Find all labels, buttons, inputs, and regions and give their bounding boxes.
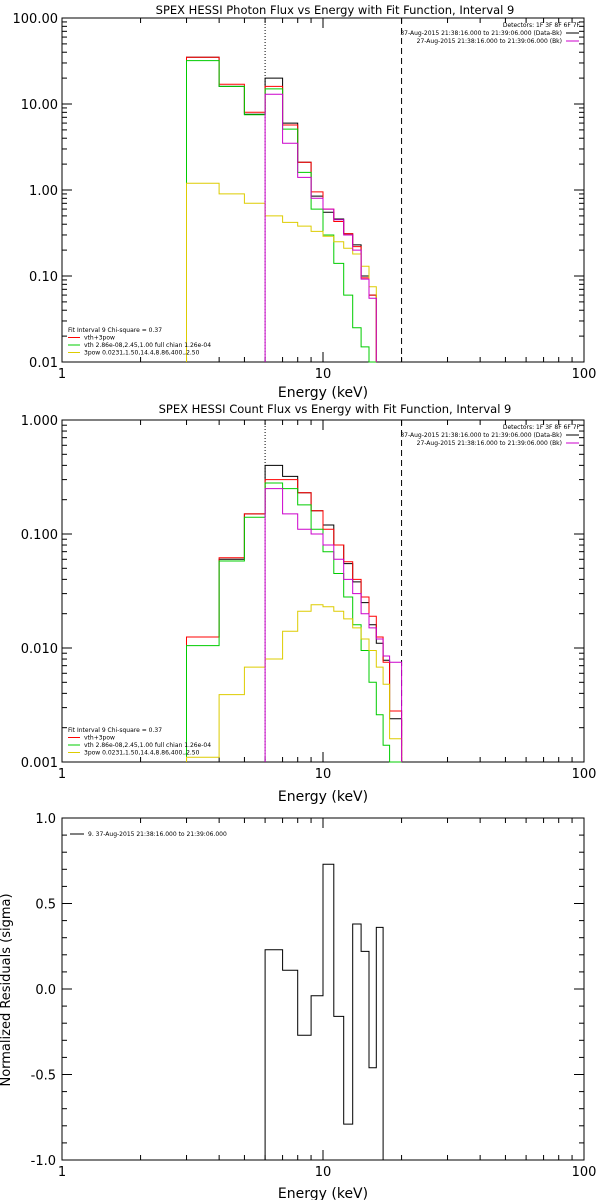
- photon-y-tick-label: 0.01: [29, 356, 58, 371]
- photon-flux-xlabel: Energy (keV): [278, 385, 368, 401]
- residuals-y-tick-label: 0.5: [35, 898, 56, 913]
- count-legend-bottom-left-entry: 3pow 0.0231,1.50,14.4,8.86,400.,2.50: [84, 750, 200, 757]
- count-series-bk: [264, 488, 403, 762]
- count-y-tick-label: 0.010: [21, 642, 58, 657]
- photon-legend-top-right-entry: Detectors: 1F 3F 8F 6F 7F: [503, 22, 581, 29]
- residuals-series-9-37-aug-2015-21-38-16-0: [264, 863, 384, 1160]
- count-x-tick-label: 10: [315, 767, 332, 782]
- count-flux-title: SPEX HESSI Count Flux vs Energy with Fit…: [159, 402, 512, 416]
- photon-legend-bottom-left-entry: vth 2.86e-08,2.45,1.00 full chian 1.26e-…: [84, 342, 211, 349]
- count-y-tick-label: 0.001: [21, 756, 58, 771]
- photon-y-tick-label: 1.00: [29, 184, 58, 199]
- count-x-tick-label: 100: [572, 767, 597, 782]
- panel-residuals: Energy (keV) Normalized Residuals (sigma…: [0, 893, 368, 1200]
- count-legend-bottom-left-entry: Fit Interval 9 Chi-square = 0.37: [68, 727, 162, 734]
- photon-legend-bottom-left-entry: Fit Interval 9 Chi-square = 0.37: [68, 327, 162, 334]
- residuals-x-tick-label: 10: [315, 1165, 332, 1180]
- residuals-ylabel: Normalized Residuals (sigma): [0, 893, 14, 1086]
- residuals-x-tick-label: 1: [58, 1165, 66, 1180]
- residuals-y-tick-label: 1.0: [35, 812, 56, 827]
- photon-x-tick-label: 1: [58, 367, 66, 382]
- photon-x-tick-label: 100: [572, 367, 597, 382]
- photon-x-tick-label: 10: [315, 367, 332, 382]
- photon-legend-bottom-left-entry: 3pow 0.0231,1.50,14.4,8.86,400.,2.50: [84, 350, 200, 357]
- photon-series-3pow: [186, 182, 377, 362]
- count-flux-xlabel: Energy (keV): [278, 789, 368, 805]
- count-y-tick-label: 1.000: [21, 414, 58, 429]
- photon-flux-title: SPEX HESSI Photon Flux vs Energy with Fi…: [156, 3, 515, 17]
- count-legend-top-right-entry: Detectors: 1F 3F 8F 6F 7F: [503, 424, 581, 431]
- count-legend-top-right-entry: 37-Aug-2015 21:38:16.000 to 21:39:06.000…: [400, 432, 562, 439]
- photon-plot: 1 10 100 0.01 0.10 1.00 10.00 100.00 Detectors: …: [13, 12, 597, 382]
- residuals-xlabel: Energy (keV): [278, 1186, 368, 1200]
- residuals-plot: 1 10 100 -1.0 -0.5 0.0 0.5 1.0 9. 37-Aug-2015 21…: [31, 812, 597, 1180]
- photon-series-bk: [264, 93, 377, 362]
- residuals-y-tick-label: -1.0: [31, 1154, 56, 1169]
- count-legend-bottom-left-entry: vth+3pow: [84, 735, 115, 742]
- count-legend-bottom-left-entry: vth 2.86e-08,2.45,1.00 full chian 1.26e-…: [84, 742, 211, 749]
- count-y-tick-label: 0.100: [21, 528, 58, 543]
- count-legend-top-right-entry: 27-Aug-2015 21:38:16.000 to 21:39:06.000…: [417, 440, 562, 447]
- count-x-tick-label: 1: [58, 767, 66, 782]
- photon-series-vth-3pow: [186, 56, 377, 362]
- photon-legend-top-right-entry: 27-Aug-2015 21:38:16.000 to 21:39:06.000…: [417, 38, 562, 45]
- residuals-legend-entry: 9. 37-Aug-2015 21:38:16.000 to 21:39:06.…: [88, 831, 227, 838]
- count-plot: 1 10 100 0.001 0.010 0.100 1.000 Detectors: 1F …: [21, 414, 597, 782]
- photon-axes-frame: [61, 17, 585, 363]
- photon-y-tick-label: 10.00: [21, 98, 58, 113]
- count-axes-frame: [61, 419, 585, 763]
- photon-y-tick-label: 100.00: [13, 12, 59, 27]
- photon-y-tick-label: 0.10: [29, 270, 58, 285]
- count-series-3pow: [186, 604, 403, 762]
- photon-legend-bottom-left-entry: vth+3pow: [84, 335, 115, 342]
- panel-count-flux: SPEX HESSI Count Flux vs Energy with Fit…: [159, 402, 512, 805]
- residuals-y-tick-label: -0.5: [31, 1069, 56, 1084]
- residuals-y-tick-label: 0.0: [35, 983, 56, 998]
- photon-series-vth: [186, 60, 377, 363]
- panel-photon-flux: SPEX HESSI Photon Flux vs Energy with Fi…: [156, 3, 515, 401]
- residuals-x-tick-label: 100: [572, 1165, 597, 1180]
- photon-legend-top-right-entry: 37-Aug-2015 21:38:16.000 to 21:39:06.000…: [400, 30, 562, 37]
- photon-series-data-bk: [186, 56, 377, 362]
